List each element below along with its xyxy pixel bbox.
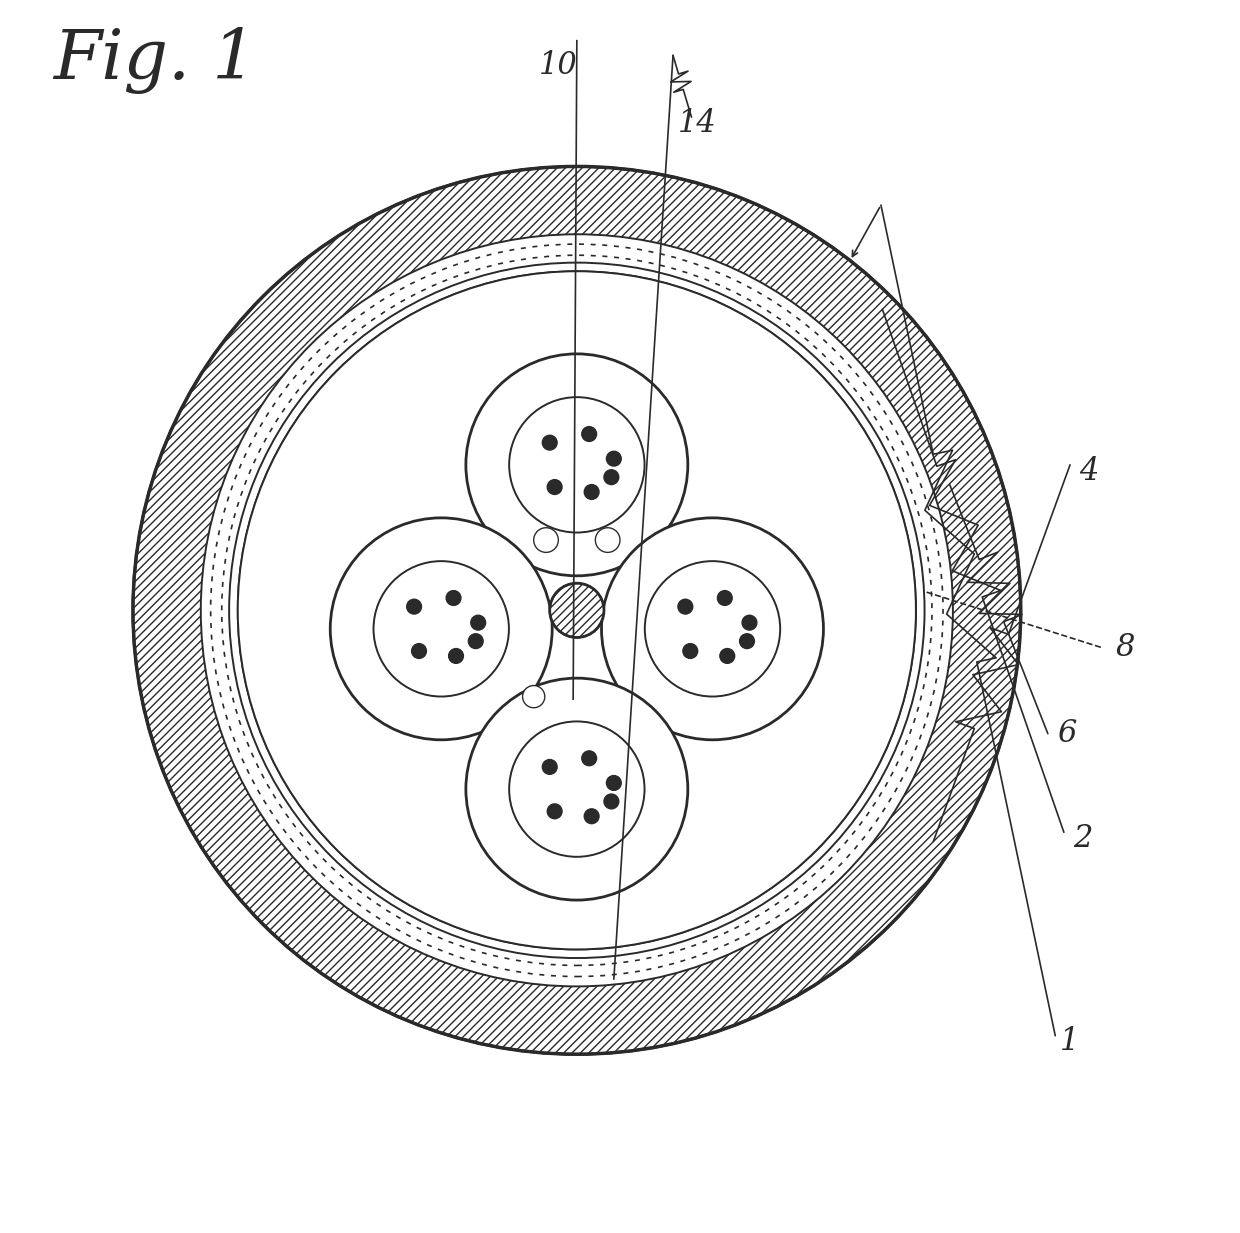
Circle shape <box>238 271 916 949</box>
Circle shape <box>373 561 508 697</box>
Circle shape <box>407 599 422 614</box>
Circle shape <box>229 263 925 958</box>
Circle shape <box>510 721 645 857</box>
Circle shape <box>683 644 698 658</box>
Text: 4: 4 <box>1079 455 1099 487</box>
Circle shape <box>466 354 688 576</box>
Circle shape <box>449 649 464 663</box>
Circle shape <box>510 397 645 533</box>
Text: 14: 14 <box>678 107 717 139</box>
Circle shape <box>238 271 916 949</box>
Text: Fig. 1: Fig. 1 <box>53 27 257 94</box>
Circle shape <box>542 435 557 450</box>
Circle shape <box>522 686 544 708</box>
Text: 2: 2 <box>1073 822 1092 854</box>
Circle shape <box>330 518 552 740</box>
Circle shape <box>547 804 562 819</box>
Circle shape <box>133 166 1021 1054</box>
Circle shape <box>720 649 734 663</box>
Circle shape <box>595 528 620 552</box>
Circle shape <box>742 615 756 630</box>
Circle shape <box>466 678 688 900</box>
Circle shape <box>446 591 461 605</box>
Circle shape <box>606 451 621 466</box>
Text: 1: 1 <box>1060 1026 1080 1058</box>
Circle shape <box>471 615 486 630</box>
Circle shape <box>547 480 562 494</box>
Circle shape <box>678 599 693 614</box>
Circle shape <box>549 583 604 637</box>
Circle shape <box>604 470 619 485</box>
Circle shape <box>601 518 823 740</box>
Circle shape <box>542 760 557 774</box>
Circle shape <box>718 591 732 605</box>
Circle shape <box>201 234 952 986</box>
Circle shape <box>584 809 599 824</box>
Circle shape <box>606 776 621 790</box>
Circle shape <box>412 644 427 658</box>
Circle shape <box>739 634 754 649</box>
Circle shape <box>645 561 780 697</box>
Circle shape <box>582 427 596 441</box>
Text: 10: 10 <box>539 49 578 81</box>
Circle shape <box>533 528 558 552</box>
Text: 6: 6 <box>1056 718 1076 750</box>
Circle shape <box>584 485 599 499</box>
Text: 8: 8 <box>1116 631 1135 663</box>
Circle shape <box>469 634 484 649</box>
Circle shape <box>582 751 596 766</box>
Circle shape <box>604 794 619 809</box>
